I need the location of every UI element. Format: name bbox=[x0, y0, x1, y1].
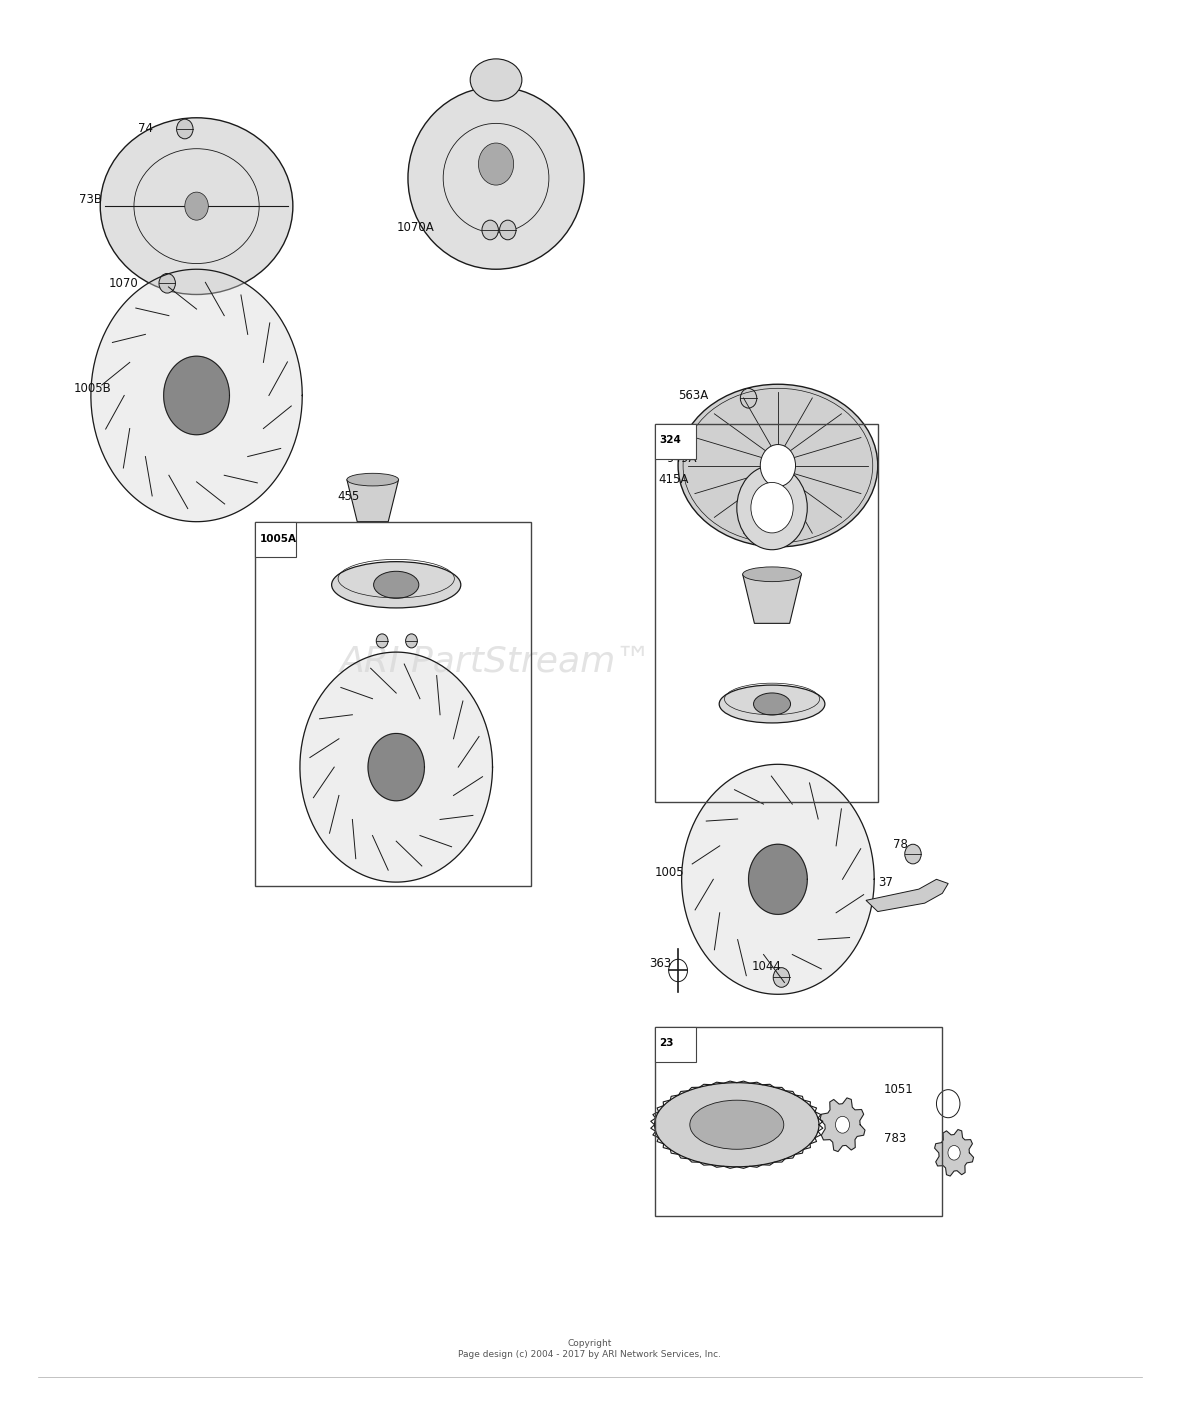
Circle shape bbox=[760, 445, 795, 487]
Ellipse shape bbox=[690, 1100, 784, 1149]
Circle shape bbox=[948, 1146, 961, 1160]
Polygon shape bbox=[820, 1098, 865, 1152]
Text: 1005B: 1005B bbox=[73, 382, 111, 396]
Circle shape bbox=[177, 120, 194, 139]
Circle shape bbox=[740, 389, 756, 408]
Polygon shape bbox=[300, 652, 492, 881]
Text: 23: 23 bbox=[660, 1038, 674, 1049]
Polygon shape bbox=[347, 480, 399, 522]
Text: 363: 363 bbox=[649, 957, 671, 970]
Circle shape bbox=[376, 634, 388, 648]
Polygon shape bbox=[682, 765, 874, 994]
Circle shape bbox=[773, 967, 789, 987]
Polygon shape bbox=[748, 845, 807, 914]
Polygon shape bbox=[742, 574, 801, 624]
Text: 563A: 563A bbox=[678, 389, 708, 401]
Polygon shape bbox=[368, 734, 425, 801]
Circle shape bbox=[185, 191, 209, 220]
Circle shape bbox=[406, 634, 418, 648]
Circle shape bbox=[478, 144, 513, 184]
Text: ARI PartStream™: ARI PartStream™ bbox=[340, 645, 653, 679]
Text: 324: 324 bbox=[660, 435, 681, 445]
Ellipse shape bbox=[754, 693, 791, 715]
Text: 1005A: 1005A bbox=[260, 534, 297, 543]
Bar bbox=[655, 1026, 696, 1062]
Ellipse shape bbox=[408, 87, 584, 269]
Ellipse shape bbox=[100, 118, 293, 294]
Text: 1070A: 1070A bbox=[396, 221, 434, 234]
Ellipse shape bbox=[742, 567, 801, 582]
Ellipse shape bbox=[332, 562, 461, 608]
Text: 1051: 1051 bbox=[884, 1083, 913, 1097]
Text: 1044: 1044 bbox=[752, 960, 782, 973]
Circle shape bbox=[159, 273, 176, 293]
Circle shape bbox=[736, 466, 807, 549]
Bar bbox=[255, 522, 531, 886]
Text: 783: 783 bbox=[884, 1132, 906, 1145]
Polygon shape bbox=[91, 269, 302, 522]
Text: 78: 78 bbox=[893, 838, 907, 850]
Text: 37: 37 bbox=[878, 876, 892, 888]
Bar bbox=[255, 522, 296, 556]
Text: 1005: 1005 bbox=[655, 866, 684, 879]
Ellipse shape bbox=[719, 686, 825, 722]
Polygon shape bbox=[935, 1129, 974, 1176]
Text: 949A: 949A bbox=[667, 452, 697, 465]
Circle shape bbox=[499, 220, 516, 239]
Ellipse shape bbox=[655, 1083, 819, 1167]
Text: Copyright
Page design (c) 2004 - 2017 by ARI Network Services, Inc.: Copyright Page design (c) 2004 - 2017 by… bbox=[459, 1339, 721, 1359]
Polygon shape bbox=[164, 356, 229, 435]
Bar bbox=[655, 424, 696, 459]
Ellipse shape bbox=[470, 59, 522, 101]
Ellipse shape bbox=[347, 473, 399, 486]
Circle shape bbox=[905, 845, 922, 865]
Ellipse shape bbox=[678, 384, 878, 546]
Circle shape bbox=[481, 220, 498, 239]
Ellipse shape bbox=[374, 572, 419, 598]
Bar bbox=[655, 1026, 943, 1217]
Text: 1070: 1070 bbox=[109, 277, 138, 290]
Polygon shape bbox=[866, 880, 949, 911]
Text: 415A: 415A bbox=[658, 473, 688, 486]
Text: 74: 74 bbox=[138, 122, 153, 135]
Circle shape bbox=[750, 483, 793, 532]
Text: 455: 455 bbox=[337, 490, 360, 503]
Text: 73B: 73B bbox=[79, 193, 103, 206]
Bar bbox=[655, 424, 878, 803]
Circle shape bbox=[835, 1117, 850, 1133]
